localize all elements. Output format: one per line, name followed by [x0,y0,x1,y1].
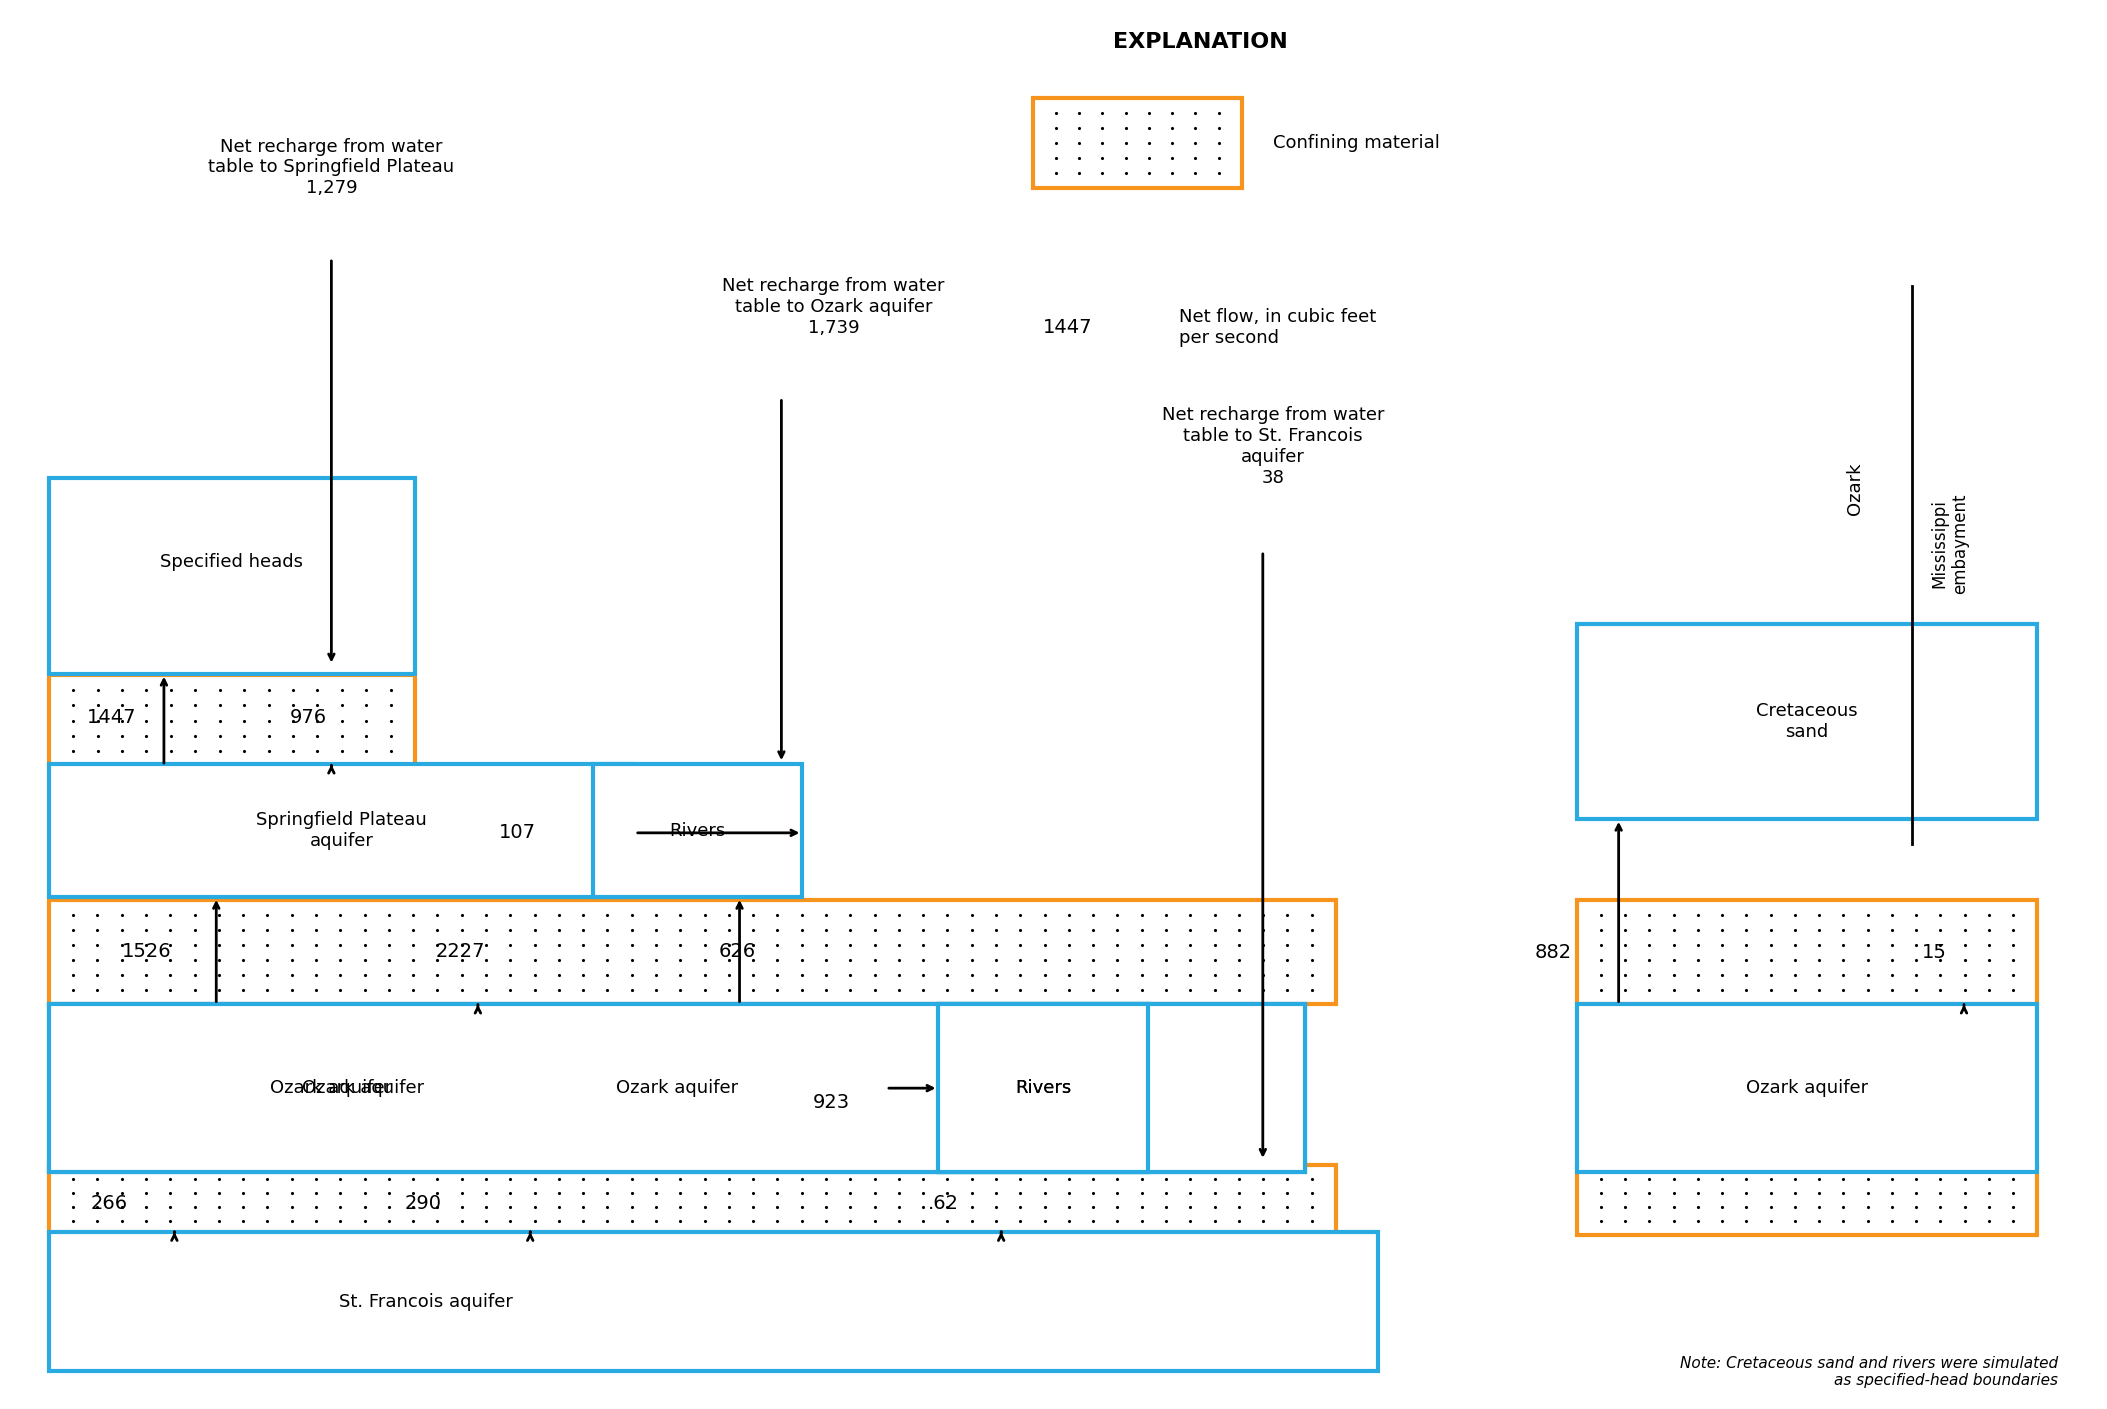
Bar [48,1165,1336,1234]
Text: Specified heads: Specified heads [160,554,303,571]
Text: Rivers: Rivers [1016,1079,1070,1098]
Text: Ozark aquifer: Ozark aquifer [301,1079,424,1098]
Text: 1526: 1526 [122,943,171,961]
Bar [48,900,1336,1005]
Bar [938,1005,1148,1172]
Text: Ozark aquifer: Ozark aquifer [615,1079,737,1098]
Bar [48,1165,1336,1234]
Text: 1447: 1447 [1043,318,1094,337]
Bar [938,1005,1148,1172]
Text: St. Francois aquifer: St. Francois aquifer [339,1292,512,1310]
Text: Ozark: Ozark [1846,462,1865,514]
Bar [1576,900,2037,1005]
Text: 882: 882 [1534,944,1572,962]
Bar [1576,1165,2037,1234]
Text: Note: Cretaceous sand and rivers were simulated
as specified-head boundaries: Note: Cretaceous sand and rivers were si… [1679,1355,2059,1388]
Text: 290: 290 [405,1195,442,1213]
Text: 2227: 2227 [436,943,485,961]
Bar [592,765,803,898]
Bar [48,675,415,766]
Bar [1576,900,2037,1005]
Text: EXPLANATION: EXPLANATION [1112,32,1287,52]
Text: 976: 976 [289,707,327,727]
Bar [1576,624,2037,819]
Text: Net flow, in cubic feet
per second: Net flow, in cubic feet per second [1180,309,1376,347]
Text: .62: .62 [927,1195,959,1213]
Text: 1447: 1447 [86,707,137,727]
Bar [48,1005,1304,1172]
Text: Confining material: Confining material [1273,134,1441,152]
Text: 923: 923 [813,1092,849,1112]
Bar [48,1231,1378,1371]
Bar [48,765,634,898]
Bar [1576,1165,2037,1234]
Bar [48,479,415,674]
Text: 107: 107 [499,823,535,843]
Text: Springfield Plateau
aquifer: Springfield Plateau aquifer [257,812,428,850]
Text: Rivers: Rivers [670,821,725,840]
Text: Net recharge from water
table to St. Francois
aquifer
38: Net recharge from water table to St. Fra… [1163,406,1384,486]
Bar [48,1005,1304,1172]
Bar [1032,97,1241,189]
Text: 15: 15 [1922,944,1947,962]
Text: Ozark aquifer: Ozark aquifer [1747,1079,1869,1098]
Text: Net recharge from water
table to Springfield Plateau
1,279: Net recharge from water table to Springf… [209,138,455,197]
Bar [48,675,415,766]
Bar [1032,97,1241,189]
Text: Net recharge from water
table to Ozark aquifer
1,739: Net recharge from water table to Ozark a… [723,278,944,337]
Text: Rivers: Rivers [1016,1079,1070,1098]
Bar [1576,1005,2037,1172]
Text: Cretaceous
sand: Cretaceous sand [1757,702,1858,741]
Bar [48,900,1336,1005]
Text: Ozark aquifer: Ozark aquifer [270,1079,392,1098]
Text: 266: 266 [91,1195,129,1213]
Text: 626: 626 [718,943,756,961]
Text: Mississippi
embayment: Mississippi embayment [1930,493,1968,595]
